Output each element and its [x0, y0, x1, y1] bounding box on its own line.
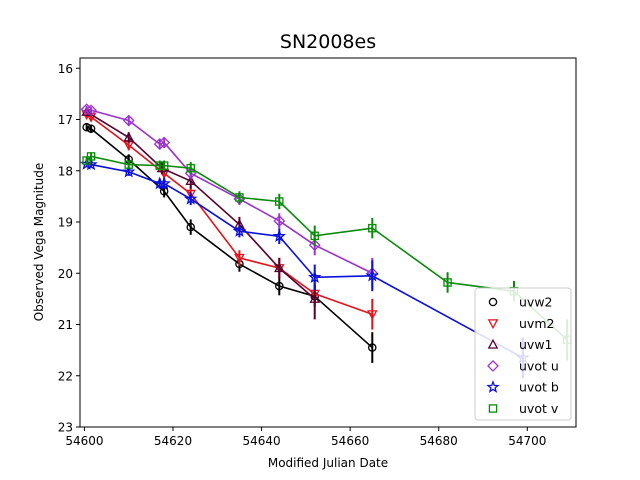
x-axis-label: Modified Julian Date — [268, 456, 388, 470]
data-point — [368, 343, 377, 352]
plot-area — [79, 57, 577, 428]
y-tick-label: 21 — [58, 318, 73, 332]
y-tick-label: 19 — [58, 216, 73, 230]
data-point — [275, 281, 284, 291]
data-point — [85, 112, 97, 123]
legend-marker — [486, 380, 500, 393]
data-point — [157, 176, 171, 190]
data-point — [366, 310, 378, 321]
data-point — [272, 229, 286, 243]
data-point — [158, 136, 171, 149]
legend-marker — [488, 297, 498, 307]
data-point — [273, 262, 285, 273]
data-point — [275, 197, 284, 206]
series-uvot-u — [80, 103, 379, 289]
legend-label: uvw2 — [519, 295, 553, 310]
y-tick-label: 22 — [58, 369, 73, 383]
series-layer — [79, 103, 572, 379]
y-axis-label: Observed Vega Magnitude — [32, 163, 46, 322]
legend-marker — [488, 404, 498, 413]
data-point — [123, 131, 135, 142]
data-point — [86, 152, 96, 161]
data-point — [122, 164, 136, 178]
data-point — [234, 253, 245, 264]
data-point — [232, 224, 247, 237]
x-tick-label: 54620 — [154, 434, 192, 448]
data-point — [308, 239, 321, 251]
y-tick-label: 18 — [58, 164, 73, 178]
data-point — [365, 268, 379, 282]
legend-marker — [487, 359, 499, 372]
series-uvw1 — [81, 106, 321, 320]
data-point — [159, 161, 169, 170]
data-point — [124, 160, 133, 169]
y-tick-label: 23 — [58, 421, 73, 435]
legend-label: uvm2 — [519, 316, 554, 331]
data-point — [310, 231, 319, 241]
series-line-uvot-u — [86, 108, 373, 274]
legend-marker — [487, 319, 499, 330]
data-point — [309, 293, 321, 303]
series-line-uvot-b — [86, 163, 524, 359]
data-point — [80, 103, 93, 116]
series-uvw2 — [82, 122, 377, 363]
series-uvot-b — [79, 157, 530, 379]
data-point — [443, 278, 452, 287]
legend-label: uvw1 — [519, 337, 553, 352]
x-tick-label: 54680 — [420, 434, 458, 448]
legend-box — [474, 287, 572, 421]
legend-label: uvot u — [519, 358, 559, 373]
x-tick-label: 54700 — [508, 434, 546, 448]
data-point — [185, 175, 197, 186]
data-point — [235, 193, 244, 202]
x-tick-label: 54640 — [242, 434, 280, 448]
legend-label: uvot b — [519, 380, 559, 395]
data-point — [273, 215, 286, 227]
legend-label: uvot v — [519, 401, 559, 416]
y-tick-label: 20 — [58, 267, 73, 281]
data-point — [185, 189, 197, 200]
data-point — [153, 138, 166, 151]
series-uvm2 — [81, 110, 378, 330]
data-point — [368, 223, 377, 233]
data-point — [186, 222, 195, 232]
data-point — [184, 191, 198, 205]
data-point — [186, 163, 195, 173]
legend-marker — [487, 338, 499, 349]
data-point — [85, 104, 97, 117]
y-tick-label: 16 — [58, 62, 73, 76]
axis-ticks: 54600 54620 54640 54660 54680 54700 16 17 18 19 20… — [58, 62, 547, 448]
x-tick-label: 54660 — [331, 434, 369, 448]
chart-title: SN2008es — [280, 31, 376, 53]
x-tick-label: 54600 — [65, 434, 103, 448]
data-point — [122, 114, 135, 127]
data-point — [86, 124, 96, 133]
legend: uvw2 uvm2 uvw1 uvot u uvot b uvot v — [474, 287, 572, 421]
data-point — [308, 270, 322, 284]
y-tick-label: 17 — [58, 113, 73, 127]
